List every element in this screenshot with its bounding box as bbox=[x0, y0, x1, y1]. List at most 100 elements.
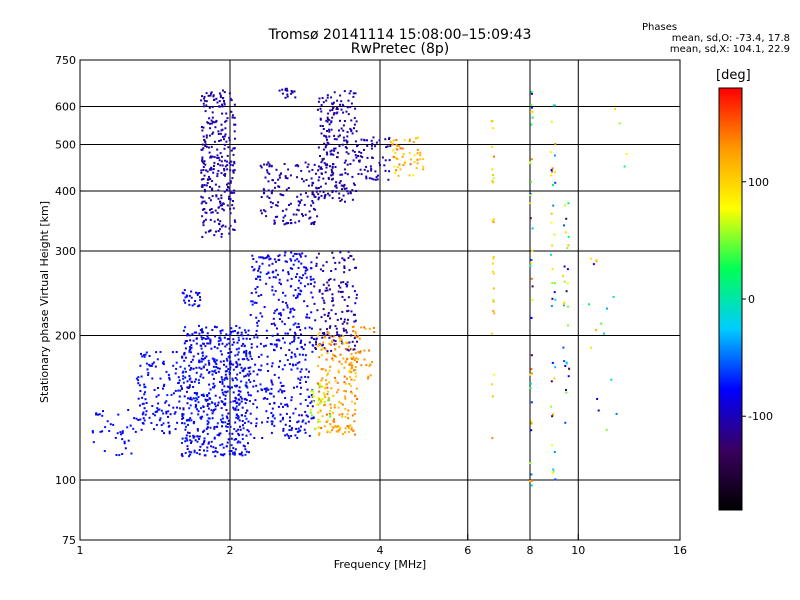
data-point bbox=[344, 408, 347, 410]
data-point bbox=[276, 308, 278, 311]
data-point bbox=[161, 430, 164, 432]
data-point bbox=[315, 265, 318, 267]
data-point bbox=[315, 256, 318, 259]
data-point bbox=[215, 372, 218, 374]
data-point bbox=[564, 231, 567, 234]
data-point bbox=[353, 184, 356, 186]
data-point bbox=[343, 187, 346, 190]
data-point bbox=[333, 278, 336, 281]
data-point bbox=[210, 145, 213, 148]
data-point bbox=[318, 356, 321, 359]
data-point bbox=[238, 434, 241, 437]
data-point bbox=[228, 136, 231, 139]
data-point bbox=[220, 376, 223, 379]
data-point bbox=[195, 397, 198, 400]
data-point bbox=[257, 295, 260, 297]
data-point bbox=[213, 403, 216, 406]
data-point bbox=[237, 398, 240, 401]
data-point bbox=[355, 120, 358, 123]
data-point bbox=[353, 127, 355, 130]
data-point bbox=[346, 106, 349, 109]
data-point bbox=[285, 208, 288, 211]
data-point bbox=[312, 416, 315, 419]
data-point bbox=[204, 110, 207, 113]
data-point bbox=[319, 420, 321, 423]
data-point bbox=[219, 337, 222, 340]
data-point bbox=[338, 335, 341, 337]
data-point bbox=[144, 413, 147, 416]
data-point bbox=[273, 417, 276, 420]
data-point bbox=[200, 126, 203, 128]
data-point bbox=[286, 279, 289, 282]
data-point bbox=[330, 96, 333, 99]
data-point bbox=[228, 227, 231, 230]
data-point bbox=[206, 182, 209, 184]
data-point bbox=[354, 352, 357, 355]
data-point bbox=[291, 267, 294, 270]
data-point bbox=[358, 337, 361, 340]
data-point bbox=[321, 332, 324, 335]
data-point bbox=[356, 360, 358, 363]
data-point bbox=[190, 440, 193, 443]
data-point bbox=[216, 425, 219, 428]
data-point bbox=[306, 388, 309, 391]
data-point bbox=[203, 99, 206, 102]
data-point bbox=[337, 371, 340, 374]
data-point bbox=[318, 433, 321, 436]
data-point bbox=[311, 168, 314, 171]
data-point bbox=[333, 149, 336, 152]
data-point bbox=[296, 326, 298, 329]
data-point bbox=[206, 335, 209, 338]
data-point bbox=[291, 427, 293, 430]
data-point bbox=[492, 256, 495, 259]
data-point bbox=[201, 352, 204, 354]
data-point bbox=[308, 326, 311, 329]
data-point bbox=[311, 200, 314, 202]
data-point bbox=[231, 452, 234, 455]
data-point bbox=[330, 349, 333, 352]
data-point bbox=[185, 340, 188, 342]
data-point bbox=[194, 403, 197, 406]
data-point bbox=[328, 128, 330, 131]
data-point bbox=[343, 139, 346, 142]
data-point bbox=[234, 137, 236, 140]
data-point bbox=[247, 359, 250, 362]
data-point bbox=[185, 434, 188, 437]
data-point bbox=[286, 95, 289, 98]
data-point bbox=[204, 345, 207, 348]
data-point bbox=[321, 343, 324, 346]
data-point bbox=[311, 193, 314, 196]
data-point bbox=[550, 380, 553, 383]
data-point bbox=[181, 437, 184, 440]
y-tick-label: 600 bbox=[55, 101, 76, 114]
data-point bbox=[286, 359, 289, 361]
data-point bbox=[236, 363, 239, 366]
data-point bbox=[326, 96, 329, 99]
data-point bbox=[529, 382, 532, 385]
data-point bbox=[217, 169, 220, 172]
data-point bbox=[298, 353, 301, 356]
data-point bbox=[492, 298, 495, 301]
data-point bbox=[188, 375, 191, 377]
data-point bbox=[278, 339, 281, 342]
data-point bbox=[221, 155, 223, 158]
data-point bbox=[316, 382, 319, 385]
data-point bbox=[565, 217, 568, 220]
data-point bbox=[252, 370, 255, 373]
data-point bbox=[290, 259, 293, 262]
data-point bbox=[326, 350, 329, 353]
data-point bbox=[214, 335, 217, 338]
data-point bbox=[322, 264, 325, 267]
data-point bbox=[275, 204, 278, 207]
data-point bbox=[529, 202, 532, 205]
data-point bbox=[220, 418, 222, 421]
data-point bbox=[329, 165, 331, 168]
data-point bbox=[114, 436, 117, 439]
data-point bbox=[349, 367, 352, 370]
data-point bbox=[272, 395, 275, 398]
data-point bbox=[233, 147, 236, 150]
data-point bbox=[347, 296, 350, 299]
data-point bbox=[240, 331, 243, 334]
data-point bbox=[218, 396, 221, 399]
data-point bbox=[212, 377, 215, 380]
